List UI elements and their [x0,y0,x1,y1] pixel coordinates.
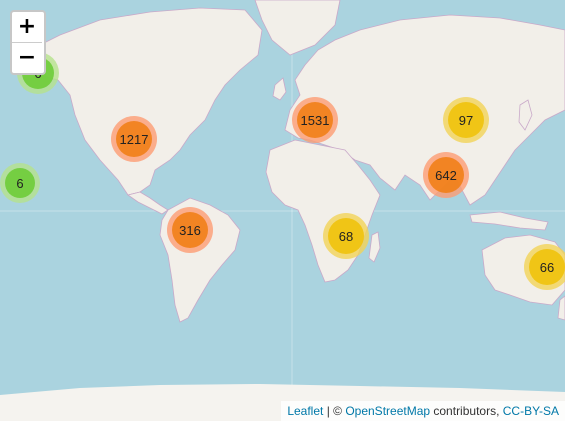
map-attribution: Leaflet | © OpenStreetMap contributors, … [281,401,565,421]
cluster-count: 68 [328,218,364,254]
zoom-out-button[interactable]: − [17,45,37,70]
britain-land [272,77,287,101]
cluster-marker-hawaii[interactable]: 6 [0,163,40,203]
zoom-in-button[interactable]: + [12,12,42,43]
cluster-marker-southern-africa[interactable]: 68 [323,213,369,259]
cluster-marker-south-asia[interactable]: 642 [423,152,469,198]
cluster-marker-china[interactable]: 97 [443,97,489,143]
cluster-marker-south-america[interactable]: 316 [167,207,213,253]
greenland-land [254,0,341,56]
attribution-separator: | © [323,404,346,418]
cluster-marker-europe[interactable]: 1531 [292,97,338,143]
cluster-count: 1531 [297,102,333,138]
cluster-marker-australia[interactable]: 66 [524,244,565,290]
cluster-count: 1217 [116,121,152,157]
new-zealand-land [557,295,565,321]
cluster-count: 97 [448,102,484,138]
cluster-count: 316 [172,212,208,248]
southeast-asia-islands-land [469,211,549,231]
openstreetmap-link[interactable]: OpenStreetMap [345,404,431,418]
north-america-land [24,7,263,196]
cluster-marker-north-america[interactable]: 1217 [111,116,157,162]
madagascar-land [368,231,381,263]
cluster-count: 66 [529,249,565,285]
zoom-control: + − [10,10,46,75]
leaflet-link[interactable]: Leaflet [287,404,324,418]
attribution-contributors-text: contributors, [430,404,503,418]
license-link[interactable]: CC-BY-SA [502,404,559,418]
cluster-count: 6 [5,168,35,198]
eurasia-land [284,14,565,206]
japan-land [518,99,533,131]
cluster-count: 642 [428,157,464,193]
